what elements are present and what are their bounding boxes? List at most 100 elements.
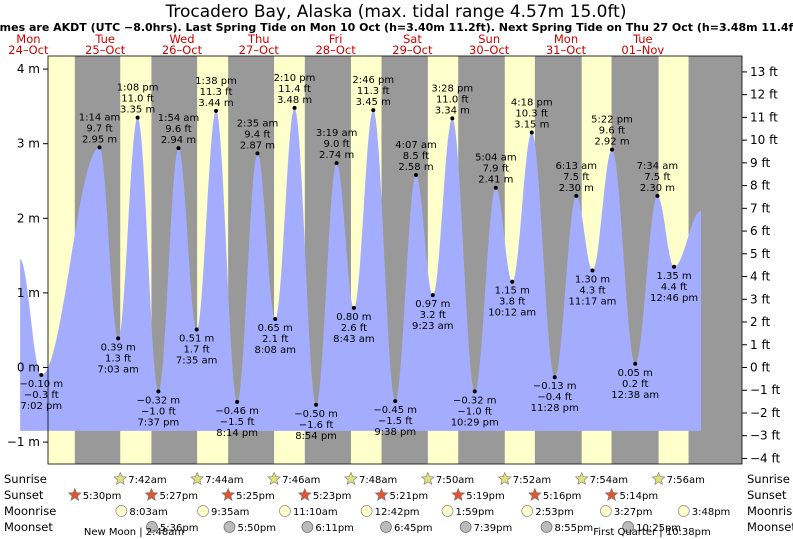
- extreme-label: 7.5 ft: [644, 172, 670, 183]
- moonrise-time: 8:03am: [129, 507, 167, 518]
- moonset-time: 7:39pm: [474, 523, 513, 534]
- sunrise-icon: [113, 471, 128, 485]
- left-tick-label: 1 m: [17, 286, 40, 300]
- moonset-icon: [380, 521, 392, 533]
- extreme-label: 4:18 pm: [511, 98, 553, 109]
- extreme-point: [574, 193, 579, 198]
- extreme-point: [552, 375, 557, 380]
- extreme-label: 8.5 ft: [403, 151, 429, 162]
- extreme-label: 2:35 am: [237, 118, 279, 129]
- extreme-label: 5:22 pm: [591, 115, 633, 126]
- extreme-point: [235, 399, 240, 404]
- extreme-label: 4:07 am: [395, 140, 437, 151]
- extreme-label: 2.30 m: [559, 183, 594, 194]
- right-tick-label: 4 ft: [750, 270, 770, 284]
- moonrise-time: 9:35am: [211, 507, 249, 518]
- right-tick-label: 5 ft: [750, 247, 770, 261]
- extreme-label: 8:43 am: [333, 334, 375, 345]
- day-headers: Mon24–OctTue25–OctWed26–OctThu27–OctFri2…: [8, 32, 664, 57]
- extreme-label: 2.94 m: [161, 135, 196, 146]
- extreme-label: 9.6 ft: [599, 126, 625, 137]
- right-tick-label: 1 ft: [750, 338, 770, 352]
- day-header-date: 30–Oct: [469, 43, 510, 57]
- sunset-time: 5:30pm: [83, 491, 122, 502]
- extreme-label: 7.9 ft: [483, 164, 509, 175]
- extreme-point: [393, 399, 398, 404]
- extreme-point: [255, 151, 260, 156]
- extreme-label: 10:12 am: [488, 308, 536, 319]
- moonset-time: 10:25pm: [636, 523, 681, 534]
- row-label-left: Sunset: [4, 488, 44, 502]
- moonset-time: 6:11pm: [315, 523, 354, 534]
- extreme-label: 11.3 ft: [200, 87, 233, 98]
- extreme-point: [450, 116, 455, 121]
- extrema-labels: −0.10 m−0.3 ft7:02 pm 1:14 am9.7 ft2.95 m…: [20, 73, 699, 442]
- extreme-label: −0.32 m: [453, 395, 497, 406]
- moonrise-time: 3:48pm: [692, 507, 731, 518]
- extreme-label: 9:23 am: [412, 321, 454, 332]
- day-header-weekday: Wed: [169, 32, 194, 46]
- moonrise-icon: [677, 505, 690, 517]
- extreme-point: [334, 161, 339, 166]
- extreme-point: [371, 108, 376, 113]
- chart-subtitle: Times are AKDT (UTC −8.0hrs). Last Sprin…: [0, 21, 793, 34]
- moonrise-icon: [279, 505, 291, 517]
- extreme-label: 9.6 ft: [165, 124, 191, 135]
- extreme-label: 2.1 ft: [262, 334, 288, 345]
- day-header-date: 29–Oct: [392, 43, 433, 57]
- plot-frame: [47, 55, 743, 465]
- sunrise-icon: [574, 471, 589, 485]
- extreme-label: 2.41 m: [478, 175, 513, 186]
- moonrise-time: 11:10am: [293, 507, 338, 518]
- extreme-label: 2:10 pm: [274, 73, 316, 84]
- extreme-point: [135, 115, 140, 120]
- sunrise-time: 7:54am: [590, 475, 628, 486]
- left-axis-meters: −1 m 0 m 1 m 2 m 3 m 4 m: [7, 62, 48, 449]
- moonrise-icon: [441, 505, 454, 517]
- left-tick-label: 3 m: [17, 137, 40, 151]
- right-tick-label: 6 ft: [750, 224, 770, 238]
- row-label-left: Moonset: [4, 520, 53, 534]
- row-label-left: Moonrise: [4, 504, 56, 518]
- extreme-label: 9.4 ft: [244, 129, 270, 140]
- extreme-point: [590, 268, 595, 273]
- day-header-weekday: Mon: [16, 32, 40, 46]
- sunset-icon: [451, 487, 466, 501]
- moonrise-time: 12:42pm: [375, 507, 420, 518]
- day-header-weekday: Mon: [554, 32, 578, 46]
- moonset-time: 5:50pm: [237, 523, 276, 534]
- sunset-time: 5:27pm: [159, 491, 198, 502]
- extreme-point: [529, 130, 534, 135]
- extreme-label: 3.34 m: [435, 105, 470, 116]
- day-header-date: 24–Oct: [8, 43, 49, 57]
- extreme-label: 3.35 m: [120, 105, 155, 116]
- extreme-label: 1.30 m: [575, 275, 610, 286]
- extreme-label: 11.3 ft: [357, 86, 390, 97]
- day-header-date: 01–Nov: [621, 43, 664, 57]
- sunset-icon: [221, 487, 236, 501]
- plot-border: [47, 55, 743, 465]
- extreme-label: 8:54 pm: [295, 431, 337, 442]
- extreme-point: [655, 193, 660, 198]
- extreme-point: [273, 317, 278, 322]
- moonrise-icon: [599, 505, 612, 517]
- extreme-label: 8:14 pm: [216, 428, 258, 439]
- moonset-time: 8:55pm: [555, 523, 594, 534]
- extreme-label: 1.7 ft: [183, 344, 209, 355]
- extreme-label: 2:46 pm: [352, 75, 394, 86]
- right-tick-label: 7 ft: [750, 201, 770, 215]
- left-tick-label: 0 m: [17, 361, 40, 375]
- extreme-point: [292, 105, 297, 110]
- right-tick-label: 3 ft: [750, 292, 770, 306]
- extreme-label: −0.46 m: [215, 406, 259, 417]
- moonset-time: 5:36pm: [160, 523, 199, 534]
- sunrise-time: 7:44am: [205, 475, 243, 486]
- extreme-point: [430, 293, 435, 298]
- extreme-label: 3.2 ft: [420, 310, 446, 321]
- sunrise-time: 7:52am: [513, 475, 551, 486]
- extreme-label: 11:28 pm: [531, 403, 579, 414]
- extreme-label: 3:19 am: [316, 128, 358, 139]
- extreme-label: 1.35 m: [656, 271, 691, 282]
- extreme-label: 10:29 pm: [451, 417, 499, 428]
